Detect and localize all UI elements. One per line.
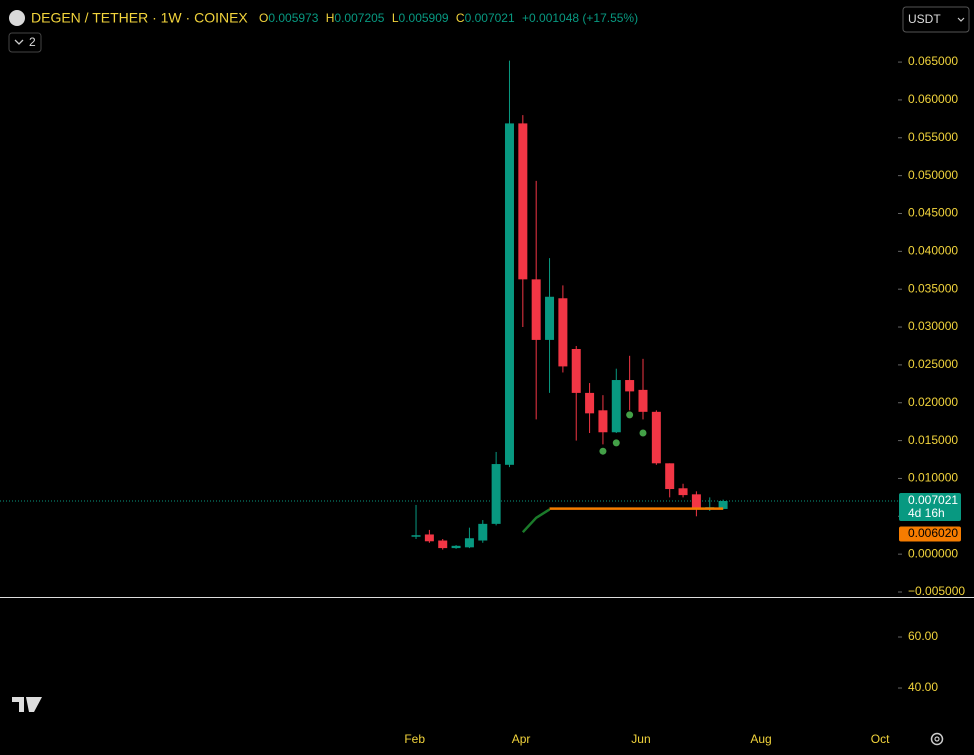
y-tick-label: 0.020000	[908, 395, 958, 409]
ohlc-value: 0.005909	[399, 11, 449, 25]
price-label: 0.007021	[908, 493, 958, 507]
candle-body	[478, 523, 488, 541]
y-tick-label: 0.040000	[908, 244, 958, 258]
candle-body	[571, 348, 581, 393]
x-tick-label: Jun	[631, 732, 650, 746]
gear-center	[934, 736, 940, 742]
indicator-dot	[599, 447, 607, 455]
candle-body	[638, 389, 648, 412]
y-tick-label: 0.025000	[908, 357, 958, 371]
currency-select[interactable]	[902, 6, 970, 33]
y-tick-label: 0.015000	[908, 433, 958, 447]
indicator-toggle[interactable]	[8, 32, 42, 53]
candle-body	[651, 411, 661, 464]
x-tick-label: Aug	[750, 732, 771, 746]
indicator-line	[521, 508, 551, 534]
candle-body	[504, 123, 514, 465]
candle-body	[531, 279, 541, 340]
y-tick-label: 40.00	[908, 680, 938, 694]
chevron	[957, 17, 965, 22]
y-tick-label: 0.030000	[908, 319, 958, 333]
currency: USDT	[908, 12, 941, 26]
candle-body	[678, 488, 688, 496]
symbol[interactable]: DEGEN / TETHER · 1W · COINEX	[31, 10, 248, 26]
countdown: 4d 16h	[908, 506, 945, 520]
x-tick-label: Oct	[871, 732, 890, 746]
chevron	[14, 39, 24, 45]
ohlc-header: O0.005973 H0.007205 L0.005909 C0.007021 …	[259, 11, 638, 25]
symbol-icon[interactable]	[9, 10, 25, 26]
indicator-count: 2	[29, 35, 36, 49]
indicator-dot	[626, 411, 634, 419]
candle-body	[518, 123, 528, 280]
candle-body	[464, 538, 474, 548]
settings-button[interactable]	[930, 732, 944, 746]
y-tick-label: 0.000000	[908, 546, 958, 560]
ohlc-label: H	[326, 11, 335, 25]
indicator-dot	[612, 439, 620, 447]
x-tick-label: Apr	[512, 732, 531, 746]
y-tick-label: −0.005000	[908, 584, 965, 598]
y-tick-label: 0.035000	[908, 281, 958, 295]
candle-body	[491, 464, 501, 524]
y-tick-label: 0.045000	[908, 206, 958, 220]
indicator-dot	[639, 429, 647, 437]
y-tick-label: 0.060000	[908, 92, 958, 106]
ohlc-value: 0.007021	[465, 11, 515, 25]
candle-body	[611, 380, 621, 433]
ohlc-value: 0.005973	[268, 11, 318, 25]
candle-body	[691, 494, 701, 509]
candle-body	[411, 535, 421, 537]
y-tick-label: 0.010000	[908, 471, 958, 485]
ohlc-label: C	[456, 11, 465, 25]
price-label-box	[899, 526, 961, 542]
y-tick-label: 0.065000	[908, 54, 958, 68]
candle-body	[718, 500, 728, 509]
candle-body	[424, 534, 434, 542]
ohlc-label: O	[259, 11, 268, 25]
candle-body	[438, 540, 448, 549]
candle-body	[585, 392, 595, 414]
y-tick-label: 0.055000	[908, 130, 958, 144]
price-label-box	[899, 492, 961, 521]
gear	[930, 732, 944, 746]
candle-body	[545, 296, 555, 340]
candle-body	[598, 410, 608, 433]
candle-body	[451, 545, 461, 549]
ohlc-label: L	[392, 11, 399, 25]
ohlc-value: 0.007205	[334, 11, 384, 25]
candle-body	[558, 298, 568, 367]
y-tick-label: 0.050000	[908, 168, 958, 182]
x-tick-label: Feb	[404, 732, 425, 746]
candle-body	[625, 380, 635, 392]
candle-body	[665, 463, 675, 490]
logo[interactable]	[12, 697, 42, 712]
change: +0.001048 (+17.55%)	[522, 11, 638, 25]
price-label: 0.006020	[908, 526, 958, 540]
y-tick-label: 60.00	[908, 629, 938, 643]
